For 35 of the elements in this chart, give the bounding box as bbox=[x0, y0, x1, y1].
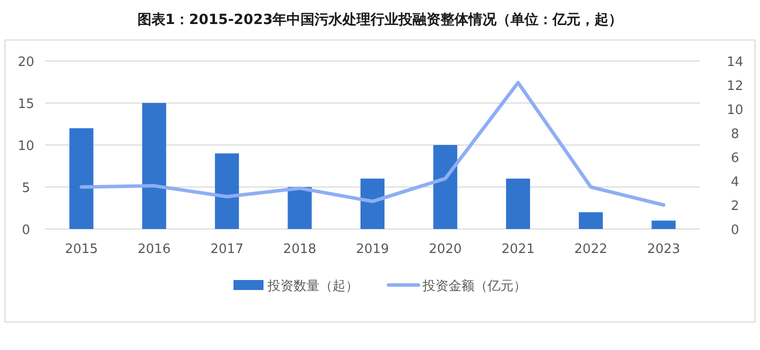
legend-label: 投资数量（起） bbox=[266, 279, 358, 294]
line-series bbox=[80, 80, 666, 207]
bar bbox=[433, 145, 458, 229]
y2-tick-label: 8 bbox=[730, 127, 740, 142]
y2-tick-label: 14 bbox=[726, 55, 744, 70]
y-tick-label: 10 bbox=[18, 139, 34, 154]
bar bbox=[578, 212, 603, 229]
y2-tick-label: 6 bbox=[730, 151, 740, 166]
x-tick-label: 2020 bbox=[428, 242, 462, 257]
x-tick-label: 2018 bbox=[283, 242, 316, 257]
y-tick-label: 0 bbox=[22, 223, 30, 238]
bar bbox=[360, 178, 384, 229]
y2-tick-label: 10 bbox=[726, 103, 744, 118]
y-tick-label: 15 bbox=[18, 97, 34, 112]
y-tick-label: 5 bbox=[22, 181, 30, 196]
x-tick-label: 2023 bbox=[647, 242, 680, 257]
x-tick-label: 2022 bbox=[574, 242, 608, 257]
x-tick-label: 2019 bbox=[356, 242, 390, 257]
y-tick-label: 20 bbox=[18, 55, 34, 70]
y2-tick-label: 0 bbox=[730, 223, 740, 238]
y2-tick-label: 12 bbox=[726, 79, 744, 94]
y2-tick-label: 2 bbox=[730, 199, 740, 214]
x-tick-label: 2017 bbox=[210, 242, 244, 257]
x-tick-label: 2021 bbox=[502, 242, 535, 257]
bar bbox=[214, 153, 239, 229]
x-tick-label: 2016 bbox=[138, 242, 171, 257]
x-tick-label: 2015 bbox=[64, 242, 98, 257]
bar bbox=[69, 128, 94, 229]
bar bbox=[142, 103, 166, 229]
bar bbox=[506, 178, 530, 229]
chart-title: 图表1：2015-2023年中国污水处理行业投融资整体情况（单位：亿元，起） bbox=[137, 12, 623, 28]
bar bbox=[652, 220, 676, 229]
bar bbox=[288, 187, 312, 229]
y2-tick-label: 4 bbox=[730, 175, 740, 190]
legend-label: 投资金额（亿元） bbox=[422, 279, 526, 294]
